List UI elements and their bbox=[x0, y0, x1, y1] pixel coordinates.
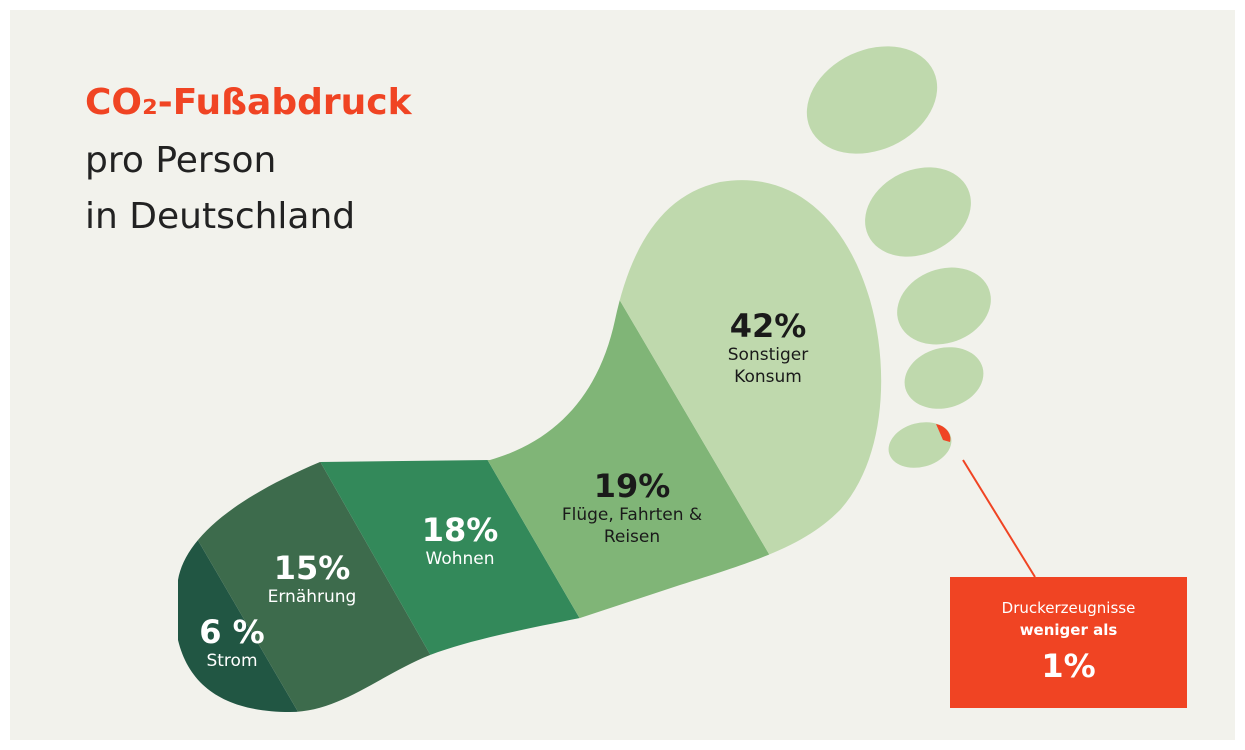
callout-qualifier: weniger als bbox=[950, 621, 1187, 639]
value-label: 19% bbox=[557, 468, 707, 504]
infographic: CO₂-Fußabdruck pro Person in Deutschland… bbox=[0, 0, 1245, 750]
category-label: Ernährung bbox=[247, 586, 377, 608]
segment-label: 42%Sonstiger Konsum bbox=[708, 308, 828, 388]
subtitle: pro Person bbox=[85, 140, 276, 181]
title: CO₂-Fußabdruck bbox=[85, 82, 412, 123]
value-label: 42% bbox=[708, 308, 828, 344]
category-label: Flüge, Fahrten & Reisen bbox=[557, 504, 707, 548]
callout-label: Druckerzeugnisse bbox=[950, 599, 1187, 617]
value-label: 18% bbox=[405, 512, 515, 548]
callout: Druckerzeugnisse weniger als 1% bbox=[950, 577, 1187, 708]
segment-label: 6 %Strom bbox=[187, 614, 277, 672]
value-label: 6 % bbox=[187, 614, 277, 650]
category-label: Strom bbox=[187, 650, 277, 672]
subtitle: in Deutschland bbox=[85, 196, 355, 237]
callout-value: 1% bbox=[950, 647, 1187, 685]
segment-label: 15%Ernährung bbox=[247, 550, 377, 608]
segment-label: 18%Wohnen bbox=[405, 512, 515, 570]
category-label: Wohnen bbox=[405, 548, 515, 570]
segment-label: 19%Flüge, Fahrten & Reisen bbox=[557, 468, 707, 548]
value-label: 15% bbox=[247, 550, 377, 586]
category-label: Sonstiger Konsum bbox=[708, 344, 828, 388]
